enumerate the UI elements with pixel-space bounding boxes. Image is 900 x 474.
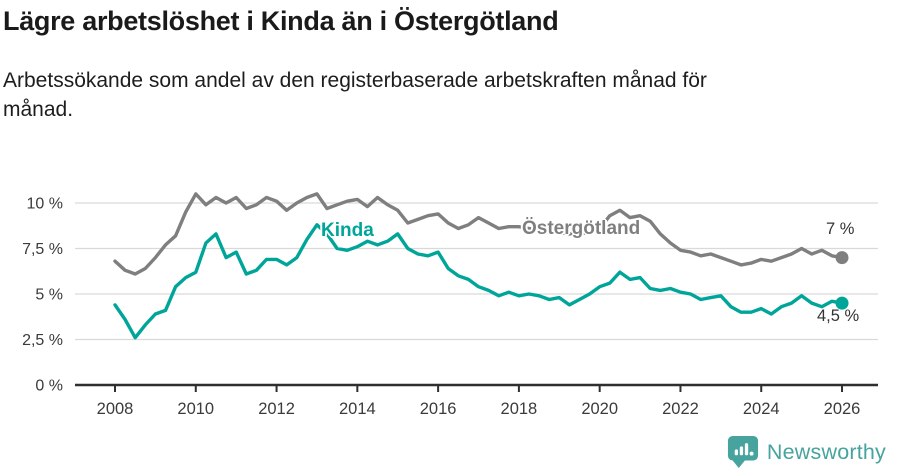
chart-subtitle: Arbetssökande som andel av den registerb… xyxy=(3,66,707,124)
x-tick-label: 2008 xyxy=(97,400,134,418)
kinda-end-dot xyxy=(835,296,849,310)
kinda-line xyxy=(113,223,844,340)
logo-bar-2 xyxy=(739,446,744,456)
logo-bar-1 xyxy=(734,449,738,456)
x-tick-label: 2010 xyxy=(177,400,214,418)
logo-bar-3 xyxy=(744,443,749,456)
x-tick-label: 2026 xyxy=(824,400,861,418)
page-title: Lägre arbetslöshet i Kinda än i Östergöt… xyxy=(3,6,559,36)
x-tick-label: 2014 xyxy=(339,400,376,418)
x-tick-label: 2016 xyxy=(420,400,457,418)
subtitle-line-1: Arbetssökande som andel av den registerb… xyxy=(3,69,707,92)
x-tick-label: 2012 xyxy=(258,400,295,418)
subtitle-line-2: månad. xyxy=(3,98,74,121)
ostergotland-line xyxy=(113,192,844,276)
newsworthy-logo-icon xyxy=(727,436,758,468)
x-tick-label: 2024 xyxy=(743,400,780,418)
y-tick-label: 10 % xyxy=(27,196,63,213)
x-tick-label: 2018 xyxy=(501,400,538,418)
y-tick-label: 2,5 % xyxy=(22,332,63,349)
y-tick-label: 5 % xyxy=(35,287,63,304)
series-label-ostergotland: Östergötland xyxy=(522,218,641,239)
brand-footer: Newsworthy xyxy=(727,435,886,469)
series-label-kinda: Kinda xyxy=(321,220,374,241)
y-tick-label: 0 % xyxy=(35,378,63,395)
ostergotland-end-dot xyxy=(835,251,849,265)
y-tick-label: 7,5 % xyxy=(22,241,63,258)
logo-exclamation-dot xyxy=(749,451,754,456)
x-tick-label: 2020 xyxy=(581,400,618,418)
end-value-ostergotland: 7 % xyxy=(826,220,855,238)
x-tick-label: 2022 xyxy=(662,400,699,418)
end-value-kinda: 4,5 % xyxy=(817,307,860,325)
brand-name: Newsworthy xyxy=(766,439,886,464)
